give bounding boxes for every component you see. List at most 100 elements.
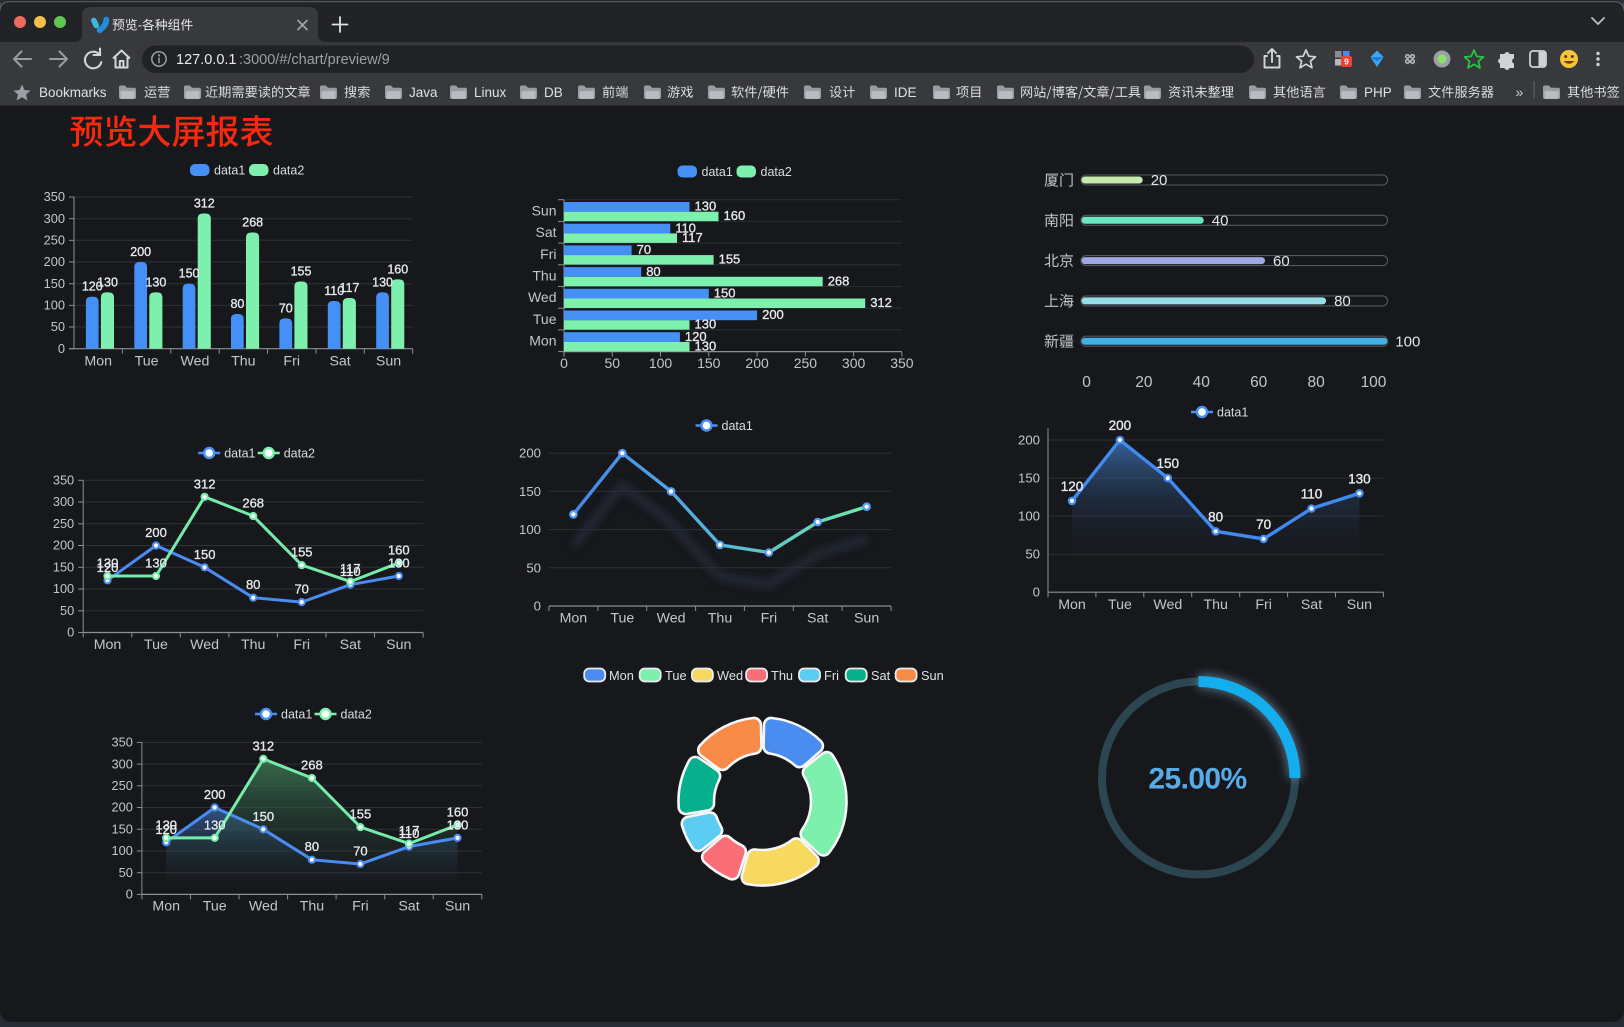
svg-text:Sat: Sat [329,354,350,370]
svg-text:80: 80 [246,577,260,592]
svg-text:Sun: Sun [445,899,470,915]
svg-text:data2: data2 [284,447,315,461]
svg-text:150: 150 [252,809,274,824]
svg-text:0: 0 [126,887,133,902]
svg-text:150: 150 [44,276,65,291]
svg-text:268: 268 [242,216,263,230]
svg-text:150: 150 [697,355,721,371]
svg-text:data2: data2 [273,164,304,178]
svg-text:Fri: Fri [824,668,839,683]
svg-text:Sun: Sun [1347,597,1372,613]
svg-text:300: 300 [842,355,866,371]
svg-text:250: 250 [112,778,133,793]
svg-text:120: 120 [82,280,103,294]
svg-text:Tue: Tue [144,637,168,653]
svg-text:Sat: Sat [807,611,828,627]
svg-text:300: 300 [53,494,74,509]
svg-text:250: 250 [794,355,818,371]
svg-text:data1: data1 [722,419,753,433]
svg-text:130: 130 [1348,471,1371,486]
svg-text:0: 0 [1082,374,1091,391]
svg-text:268: 268 [828,273,850,288]
svg-text:50: 50 [526,560,541,575]
svg-text:70: 70 [637,242,651,257]
svg-text:200: 200 [53,538,74,553]
svg-text:110: 110 [1301,487,1323,502]
svg-text:50: 50 [1025,547,1040,562]
svg-text:70: 70 [353,844,367,859]
svg-text:312: 312 [194,197,215,211]
svg-text:80: 80 [230,297,244,311]
svg-text:Thu: Thu [300,899,324,915]
svg-text:Fri: Fri [540,246,556,262]
svg-text:350: 350 [44,189,65,204]
svg-text:60: 60 [1250,374,1268,391]
svg-text:Mon: Mon [94,637,122,653]
svg-text:25.00%: 25.00% [1148,763,1246,796]
svg-text:Sun: Sun [386,637,411,653]
svg-text:Mon: Mon [609,668,634,683]
svg-text:130: 130 [447,817,469,832]
svg-text:200: 200 [519,446,541,461]
svg-text:312: 312 [870,295,892,310]
svg-text:Tue: Tue [1108,597,1132,613]
svg-text:0: 0 [534,599,541,614]
svg-text:Mon: Mon [1058,597,1086,613]
svg-text:150: 150 [714,286,736,301]
svg-text:Mon: Mon [84,354,112,370]
svg-text:80: 80 [1208,509,1223,524]
svg-text:9: 9 [1344,57,1349,67]
svg-text:100: 100 [519,522,541,537]
svg-text:0: 0 [67,625,74,640]
svg-text:130: 130 [372,275,393,289]
svg-text:data1: data1 [224,447,255,461]
svg-text:»: » [1516,84,1524,100]
svg-text:Thu: Thu [708,611,732,627]
svg-text:250: 250 [53,516,74,531]
svg-text:80: 80 [1307,374,1325,391]
svg-text:312: 312 [194,476,216,491]
svg-text:150: 150 [112,822,133,837]
svg-text:Sun: Sun [854,611,879,627]
svg-text:150: 150 [194,547,216,562]
svg-text:130: 130 [695,338,717,353]
svg-text:data1: data1 [1217,406,1248,420]
svg-text:Tue: Tue [610,611,634,627]
svg-text:110: 110 [340,564,361,579]
svg-text:100: 100 [53,581,74,596]
svg-text:200: 200 [745,355,769,371]
svg-text::3000/#/chart/preview/9: :3000/#/chart/preview/9 [239,52,390,68]
svg-text:130: 130 [97,556,119,571]
svg-text:130: 130 [204,817,226,832]
svg-text:300: 300 [44,211,65,226]
svg-text:Sat: Sat [1301,597,1322,613]
svg-text:200: 200 [1109,418,1132,433]
svg-text:50: 50 [605,355,621,371]
svg-text:80: 80 [1334,293,1351,310]
svg-text:Sat: Sat [871,668,891,683]
svg-text:160: 160 [387,262,408,276]
svg-text:70: 70 [294,582,308,597]
svg-text:130: 130 [97,275,118,289]
svg-text:40: 40 [1193,374,1211,391]
svg-text:data1: data1 [214,164,245,178]
svg-text:130: 130 [145,556,167,571]
svg-text:155: 155 [350,807,372,822]
svg-text:IDE: IDE [894,85,917,100]
svg-text:150: 150 [1157,456,1180,471]
svg-text:117: 117 [399,823,420,838]
svg-text:Fri: Fri [293,637,310,653]
svg-text:110: 110 [675,220,696,235]
svg-text:20: 20 [1135,374,1153,391]
svg-text:350: 350 [112,735,133,750]
svg-text:120: 120 [155,822,177,837]
svg-text:155: 155 [291,265,312,279]
svg-text:Tue: Tue [533,311,557,327]
svg-text:80: 80 [305,839,319,854]
svg-text:Wed: Wed [249,899,278,915]
svg-text:Java: Java [409,85,438,100]
svg-text:150: 150 [519,484,541,499]
svg-text:155: 155 [291,545,313,560]
svg-text:200: 200 [130,245,151,259]
svg-text:Tue: Tue [203,899,227,915]
